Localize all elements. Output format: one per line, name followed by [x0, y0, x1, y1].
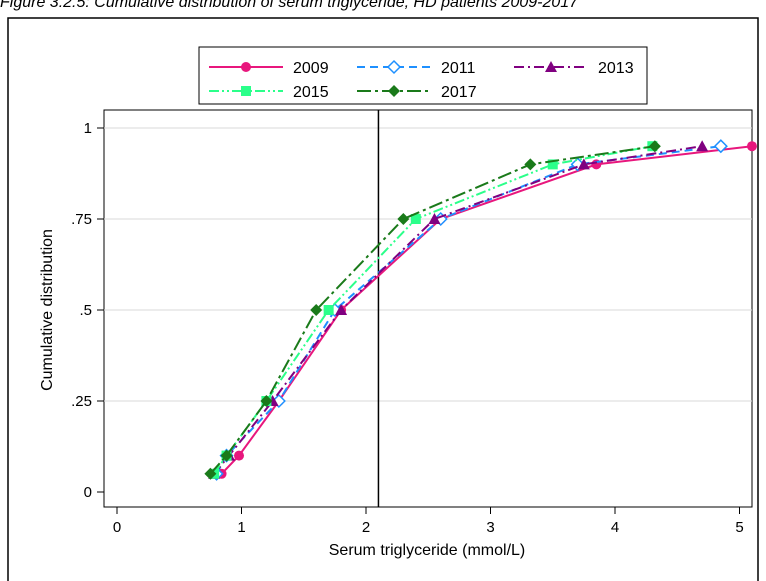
x-tick-label: 1 — [237, 519, 245, 536]
data-point-2011 — [713, 139, 728, 154]
figure-caption: Figure 3.2.5: Cumulative distribution of… — [0, 0, 579, 11]
x-axis-ticks: 0 1 2 3 4 5 — [113, 507, 744, 536]
data-point-2009 — [746, 141, 757, 152]
gridlines — [104, 127, 752, 402]
legend-entry-2011: 2011 — [357, 59, 476, 77]
x-tick-label: 2 — [362, 519, 370, 536]
y-tick-label: .75 — [71, 211, 92, 228]
series-2017 — [204, 140, 661, 480]
data-point-2013 — [428, 213, 441, 224]
data-point-2017 — [220, 449, 233, 462]
legend-entry-2009: 2009 — [209, 60, 329, 77]
data-point-2017 — [204, 467, 217, 480]
x-tick-label: 4 — [611, 519, 619, 536]
legend-box — [198, 46, 648, 105]
data-point-2015 — [410, 214, 421, 224]
y-tick-label: 1 — [84, 120, 92, 137]
data-point-2017 — [648, 140, 661, 153]
legend-entry-2013: 2013 — [514, 60, 634, 77]
outer-frame — [7, 17, 759, 581]
data-point-2017 — [397, 213, 410, 225]
y-tick-label: .25 — [71, 393, 92, 410]
y-axis-label: Cumulative distribution — [39, 229, 56, 391]
legend-marker — [241, 62, 251, 72]
legend-entry-2017: 2017 — [357, 84, 477, 101]
data-point-2017 — [260, 395, 273, 407]
data-point-2013 — [577, 158, 590, 170]
series-group — [204, 139, 757, 481]
data-point-2017 — [310, 304, 323, 316]
legend-marker — [545, 61, 557, 72]
legend-label: 2015 — [293, 84, 329, 101]
legend-label: 2013 — [598, 60, 634, 77]
data-point-2015 — [323, 305, 334, 315]
x-axis-label: Serum triglyceride (mmol/L) — [329, 542, 525, 559]
data-point-2013 — [696, 140, 709, 152]
y-tick-label: 0 — [84, 484, 92, 501]
legend-label: 2009 — [293, 60, 329, 77]
legend-entry-2015: 2015 — [209, 84, 329, 101]
data-point-2017 — [524, 158, 537, 171]
legend: 2009 2011 2013 2015 2017 — [209, 59, 634, 101]
legend-marker — [388, 85, 400, 97]
y-axis-ticks: 0 .25 .5 .75 1 — [71, 120, 104, 501]
plot-area — [103, 109, 753, 508]
y-tick-label: .5 — [79, 302, 92, 319]
x-tick-label: 0 — [113, 519, 121, 536]
data-point-2013 — [335, 304, 348, 315]
legend-marker — [386, 59, 402, 75]
legend-label: 2017 — [441, 84, 477, 101]
legend-marker — [241, 86, 251, 96]
data-point-2009 — [234, 450, 245, 461]
x-tick-label: 3 — [486, 519, 494, 536]
x-tick-label: 5 — [735, 519, 743, 536]
data-point-2015 — [547, 159, 558, 170]
legend-label: 2011 — [441, 60, 476, 77]
